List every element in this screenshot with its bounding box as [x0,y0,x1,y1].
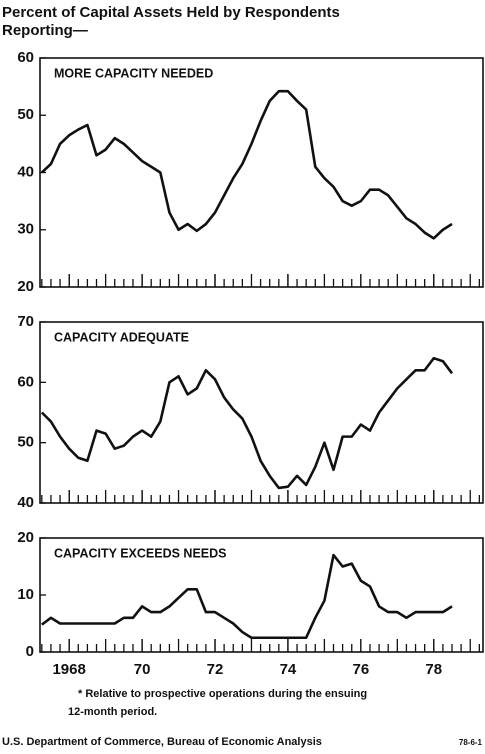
panel-title: CAPACITY EXCEEDS NEEDS [54,546,227,560]
line [41,553,453,640]
y-tick-label: 60 [17,49,34,66]
y-tick-label: 0 [26,643,34,660]
x-tick-label: 76 [353,661,370,678]
y-tick-label: 20 [17,278,34,295]
y-tick-label: 60 [17,373,34,390]
y-tick-label: 50 [17,434,34,451]
y-tick-label: 20 [17,529,34,546]
x-tick-label: 70 [134,661,151,678]
line [40,356,454,490]
y-tick-label: 40 [17,163,34,180]
y-tick-label: 50 [17,106,34,123]
source: U.S. Department of Commerce, Bureau of E… [2,736,322,748]
chart-title: Reporting— [2,22,88,39]
chart-id: 78-6-1 [459,738,483,747]
y-tick-label: 70 [17,313,34,330]
y-tick-label: 10 [17,586,34,603]
y-tick-label: 30 [17,221,34,238]
x-tick-label: 1968 [52,661,85,678]
footnote: * Relative to prospective operations dur… [78,688,367,700]
x-tick-label: 74 [280,661,297,678]
x-tick-label: 72 [207,661,224,678]
y-tick-label: 40 [17,494,34,511]
panel-title: CAPACITY ADEQUATE [54,330,189,344]
footnote: 12-month period. [68,706,157,718]
plot-frame [39,57,484,288]
plot-frame [39,321,484,504]
chart-title: Percent of Capital Assets Held by Respon… [2,4,340,21]
x-tick-label: 78 [425,661,442,678]
line [40,89,453,240]
panel-title: MORE CAPACITY NEEDED [54,66,213,80]
